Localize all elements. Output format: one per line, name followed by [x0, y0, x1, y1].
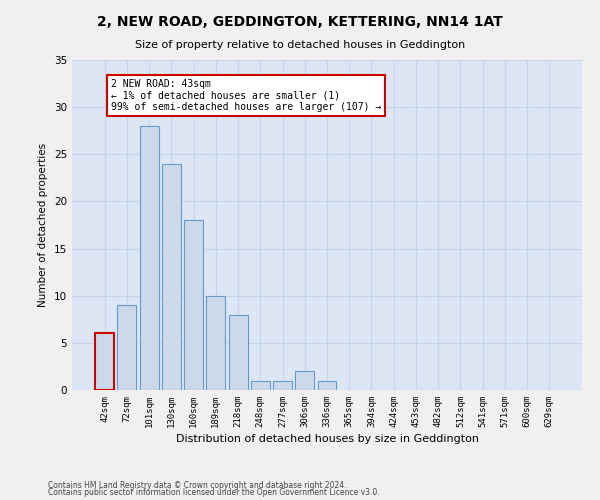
- Bar: [206, 296, 225, 390]
- Text: Contains public sector information licensed under the Open Government Licence v3: Contains public sector information licen…: [48, 488, 380, 497]
- Bar: [229, 314, 248, 390]
- Bar: [273, 380, 292, 390]
- Y-axis label: Number of detached properties: Number of detached properties: [38, 143, 49, 307]
- Bar: [251, 380, 270, 390]
- Text: 2, NEW ROAD, GEDDINGTON, KETTERING, NN14 1AT: 2, NEW ROAD, GEDDINGTON, KETTERING, NN14…: [97, 15, 503, 29]
- Bar: [184, 220, 203, 390]
- Bar: [118, 305, 136, 390]
- Bar: [317, 380, 337, 390]
- Bar: [140, 126, 158, 390]
- Text: Contains HM Land Registry data © Crown copyright and database right 2024.: Contains HM Land Registry data © Crown c…: [48, 480, 347, 490]
- Text: 2 NEW ROAD: 43sqm
← 1% of detached houses are smaller (1)
99% of semi-detached h: 2 NEW ROAD: 43sqm ← 1% of detached house…: [112, 79, 382, 112]
- Bar: [95, 334, 114, 390]
- Bar: [295, 371, 314, 390]
- X-axis label: Distribution of detached houses by size in Geddington: Distribution of detached houses by size …: [176, 434, 479, 444]
- Text: Size of property relative to detached houses in Geddington: Size of property relative to detached ho…: [135, 40, 465, 50]
- Bar: [162, 164, 181, 390]
